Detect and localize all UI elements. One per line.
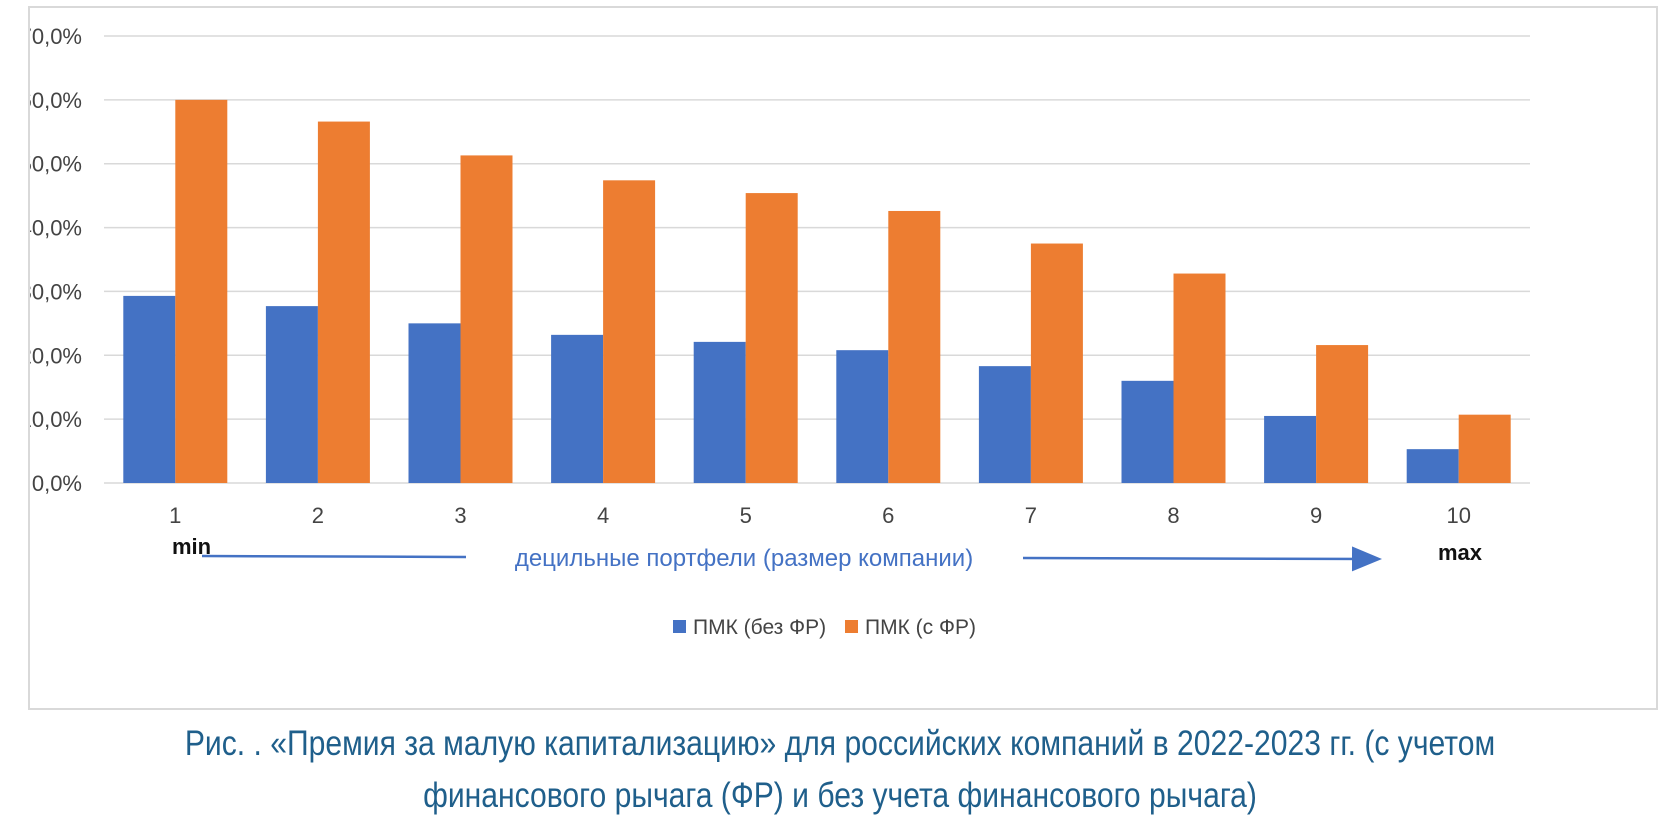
x-tick-label: 10 (1446, 503, 1470, 528)
y-tick-label: 20,0% (30, 343, 82, 368)
y-tick-label: 30,0% (30, 279, 82, 304)
bar-chart: 0,0% 10,0% 20,0% 30,0% 40,0% 50,0% 60,0% 7 0,0% … (30, 24, 1530, 639)
bar-with-fr (888, 210, 941, 483)
bar-with-fr (460, 155, 513, 484)
bar-without-fr (978, 366, 1031, 483)
y-axis-ticks: 0,0% 10,0% 20,0% 30,0% 40,0% 50,0% 60,0% 70,0% (30, 24, 82, 496)
figure-caption: Рис. . «Премия за малую капитализацию» д… (118, 718, 1563, 822)
bar-without-fr (551, 334, 604, 483)
axis-arrow-left (201, 554, 467, 559)
bar-with-fr (317, 121, 370, 483)
bar-without-fr (693, 341, 746, 483)
y-tick-label: 60,0% (30, 88, 82, 113)
y-tick-label: 50,0% (30, 152, 82, 177)
legend: ПМК (без ФР) ПМК (с ФР) (673, 616, 976, 639)
legend-label: ПМК (с ФР) (865, 616, 976, 639)
max-label: max (1438, 540, 1483, 565)
bar-without-fr (265, 306, 318, 483)
y-tick-label: 0,0% (32, 471, 82, 496)
bar-without-fr (1121, 380, 1174, 483)
x-tick-label: 1 (169, 503, 181, 528)
bars (123, 99, 1511, 484)
legend-label: ПМК (без ФР) (693, 616, 826, 639)
x-tick-label: 9 (1310, 503, 1322, 528)
chart-frame: 0,0% 10,0% 20,0% 30,0% 40,0% 50,0% 60,0% 7 0,0% … (28, 6, 1658, 710)
x-tick-label: 4 (597, 503, 609, 528)
y-tick-label: 70,0% (30, 24, 82, 49)
bar-with-fr (175, 99, 228, 483)
bar-with-fr (1316, 345, 1369, 483)
x-tick-label: 8 (1167, 503, 1179, 528)
bar-without-fr (408, 323, 461, 483)
bar-with-fr (1458, 414, 1511, 483)
y-tick-label: 10,0% (30, 407, 82, 432)
x-axis-ticks: 1 2 3 4 5 6 7 8 9 10 (169, 503, 1471, 528)
legend-swatch (673, 620, 686, 633)
x-tick-label: 2 (312, 503, 324, 528)
bar-without-fr (123, 295, 176, 483)
bar-with-fr (1030, 243, 1083, 483)
x-tick-label: 7 (1025, 503, 1037, 528)
bar-with-fr (1173, 273, 1226, 483)
x-tick-label: 5 (740, 503, 752, 528)
x-tick-label: 3 (454, 503, 466, 528)
x-tick-label: 6 (882, 503, 894, 528)
caption-line-1: Рис. . «Премия за малую капитализацию» д… (184, 724, 1496, 763)
bar-without-fr (1264, 415, 1317, 483)
bar-without-fr (1406, 449, 1459, 483)
bar-without-fr (836, 350, 889, 483)
y-tick-label: 40,0% (30, 216, 82, 241)
axis-arrow-right (1022, 546, 1382, 572)
bar-with-fr (603, 180, 656, 483)
caption-line-2: финансового рычага (ФР) и без учета фина… (423, 776, 1257, 815)
x-axis-title: децильные портфели (размер компании) (515, 545, 973, 572)
legend-swatch (845, 620, 858, 633)
bar-with-fr (745, 193, 798, 484)
